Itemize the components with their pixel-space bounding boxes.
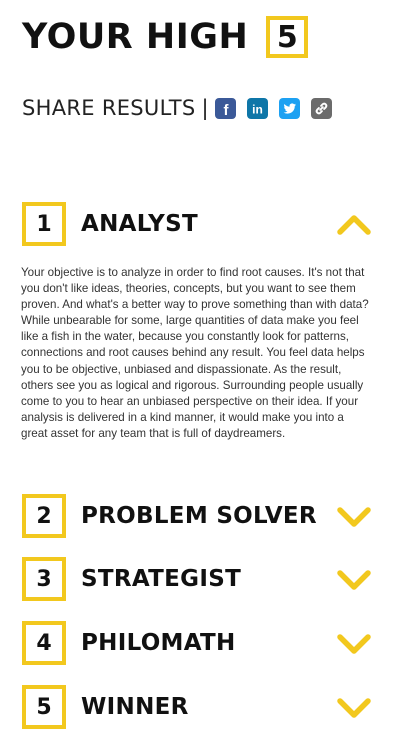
item-title: PHILOMATH	[81, 630, 236, 656]
accordion-item-problem-solver[interactable]: 2 PROBLEM SOLVER	[22, 494, 372, 538]
svg-text:in: in	[252, 102, 263, 116]
facebook-icon[interactable]: f	[215, 98, 236, 119]
chevron-down-icon[interactable]	[336, 502, 372, 530]
share-label: SHARE RESULTS	[22, 96, 195, 120]
accordion-header[interactable]: 2 PROBLEM SOLVER	[22, 494, 372, 538]
item-number-badge: 5	[22, 685, 66, 729]
item-title: STRATEGIST	[81, 566, 241, 592]
share-separator: |	[201, 96, 208, 120]
item-title: ANALYST	[81, 211, 198, 237]
accordion-item-winner[interactable]: 5 WINNER	[22, 685, 372, 729]
accordion-header[interactable]: 1 ANALYST	[22, 202, 372, 246]
item-number-badge: 2	[22, 494, 66, 538]
linkedin-icon[interactable]: in	[247, 98, 268, 119]
chevron-down-icon[interactable]	[336, 629, 372, 657]
accordion-item-analyst[interactable]: 1 ANALYST	[22, 202, 372, 246]
item-title: PROBLEM SOLVER	[81, 503, 317, 529]
share-bar: SHARE RESULTS | f in	[22, 96, 343, 120]
accordion-header[interactable]: 4 PHILOMATH	[22, 621, 372, 665]
chevron-down-icon[interactable]	[336, 693, 372, 721]
twitter-icon[interactable]	[279, 98, 300, 119]
accordion-item-philomath[interactable]: 4 PHILOMATH	[22, 621, 372, 665]
svg-text:f: f	[223, 102, 229, 119]
item-title: WINNER	[81, 694, 189, 720]
chevron-down-icon[interactable]	[336, 565, 372, 593]
item-number-badge: 3	[22, 557, 66, 601]
page-title: YOUR HIGH	[22, 20, 248, 55]
accordion-item-strategist[interactable]: 3 STRATEGIST	[22, 557, 372, 601]
chevron-up-icon[interactable]	[336, 210, 372, 238]
item-description: Your objective is to analyze in order to…	[21, 265, 373, 442]
accordion-header[interactable]: 5 WINNER	[22, 685, 372, 729]
item-number-badge: 4	[22, 621, 66, 665]
title-count-badge: 5	[266, 16, 308, 58]
link-icon[interactable]	[311, 98, 332, 119]
item-number-badge: 1	[22, 202, 66, 246]
page-header: YOUR HIGH 5	[22, 16, 308, 58]
accordion-header[interactable]: 3 STRATEGIST	[22, 557, 372, 601]
